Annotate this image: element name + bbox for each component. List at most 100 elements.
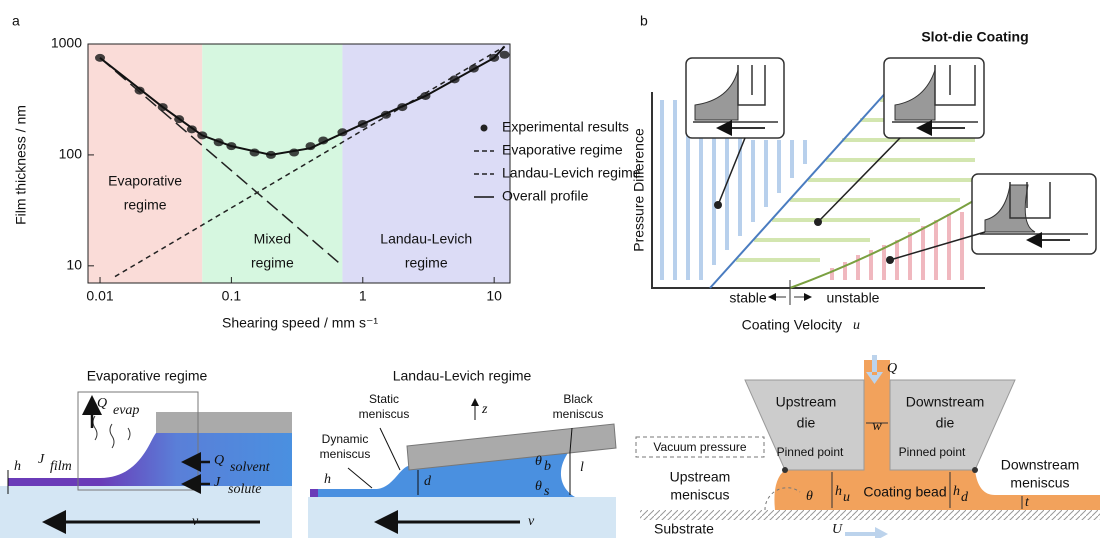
diagram-title: Landau-Levich regime [393, 368, 532, 384]
film [8, 478, 103, 486]
region-label: regime [405, 255, 448, 271]
symbol: h [953, 484, 960, 499]
x-tick-label: 0.1 [222, 288, 242, 304]
pinned-point [782, 467, 788, 473]
control-box [77, 391, 199, 491]
inset-arrows [716, 120, 1070, 248]
coating-bead [774, 360, 1100, 510]
insets [685, 57, 1097, 255]
label: Coating bead [863, 484, 946, 500]
label: meniscus [670, 487, 729, 503]
symbol: Q [97, 396, 107, 411]
x-tick-label: 0.01 [86, 288, 113, 304]
x-tick-label: 10 [486, 288, 502, 304]
data-line [99, 57, 343, 267]
label: Substrate [654, 521, 714, 537]
symbol: v [192, 514, 199, 529]
label: die [797, 415, 816, 431]
y-tick-label: 100 [59, 146, 83, 162]
boundary-line [709, 87, 891, 289]
pinned-point [972, 467, 978, 473]
legend-label: Experimental results [502, 119, 629, 135]
label: Dynamic [322, 432, 369, 446]
data-line [114, 45, 505, 278]
blade [156, 412, 292, 433]
symbol: z [481, 402, 488, 417]
boundary-line [789, 199, 976, 289]
symbol: J [38, 452, 45, 467]
symbol: h [835, 484, 842, 499]
symbol: h [324, 472, 331, 487]
x-axis-label: Coating Velocity [742, 317, 842, 333]
subscript: s [544, 484, 550, 499]
label: Downstream [906, 394, 985, 410]
label: Static [369, 392, 399, 406]
symbol: J [214, 475, 221, 490]
vapor [92, 415, 131, 449]
data-line [99, 45, 506, 156]
symbol: Q [214, 453, 224, 468]
symbol: h [14, 459, 21, 474]
region-label: Evaporative [108, 173, 182, 189]
blade [406, 423, 617, 471]
symbol: θ [806, 489, 813, 504]
region-label: stable [729, 290, 767, 306]
symbol: Q [887, 361, 897, 376]
label: meniscus [553, 407, 604, 421]
data-point [134, 86, 145, 95]
symbol: w [872, 419, 882, 434]
region-label: Mixed [254, 231, 291, 247]
legend-label: Landau-Levich regime [502, 165, 641, 181]
label: Downstream [1001, 457, 1080, 473]
subscript: u [843, 490, 850, 505]
y-tick-label: 10 [66, 257, 82, 273]
panel-label: b [640, 13, 648, 29]
label: meniscus [320, 447, 371, 461]
label: Black [563, 392, 593, 406]
region-label: Landau-Levich [380, 231, 472, 247]
symbol: d [424, 474, 432, 489]
subscript: b [544, 459, 551, 474]
inset-die [693, 65, 1088, 235]
y-axis-label: Pressure Difference [631, 128, 647, 252]
fluid [318, 450, 575, 497]
label: Upstream [776, 394, 837, 410]
y-axis-label: Film thickness / nm [13, 105, 29, 225]
label: meniscus [1010, 475, 1069, 491]
callout [635, 436, 765, 458]
subscript: solvent [230, 460, 271, 475]
subscript: evap [113, 403, 139, 418]
label: Pinned point [777, 445, 844, 459]
data-point [499, 50, 510, 59]
axes-b [651, 92, 985, 289]
arrow [866, 355, 883, 384]
substrate [640, 510, 1100, 520]
legend-marker [480, 124, 488, 132]
symbol: U [832, 522, 843, 537]
region-label: regime [251, 255, 294, 271]
subscript: solute [228, 482, 261, 497]
dimensions [831, 422, 1023, 509]
diagram-title: Evaporative regime [87, 368, 208, 384]
vacuum-region [764, 487, 801, 511]
x-tick-label: 1 [359, 288, 367, 304]
slot-die-diagram: Q Upstream die Downstream die w Pinned poi… [635, 355, 1100, 538]
y-tick-label: 1000 [51, 35, 82, 51]
region [342, 44, 510, 283]
label: Pinned point [899, 445, 966, 459]
region-label: regime [124, 197, 167, 213]
symbol: l [580, 460, 584, 475]
label: Vacuum pressure [653, 440, 746, 454]
x-axis-label: Shearing speed / mm s⁻¹ [222, 315, 378, 331]
label: Upstream [670, 469, 731, 485]
legend-label: Evaporative regime [502, 142, 623, 158]
symbol: v [528, 514, 535, 529]
upstream-die [744, 379, 865, 471]
x-axis-symbol: u [853, 318, 860, 333]
leader-lines [347, 427, 573, 489]
landau-levich-diagram: Landau-Levich regime Static meniscus Blac… [308, 368, 617, 538]
label: die [936, 415, 955, 431]
symbol: t [1025, 495, 1030, 510]
